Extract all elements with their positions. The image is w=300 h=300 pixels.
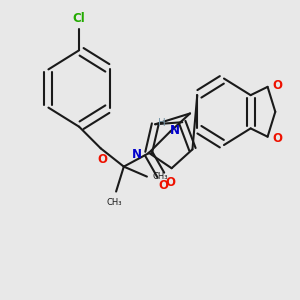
Text: Cl: Cl — [73, 12, 85, 25]
Text: N: N — [132, 148, 142, 161]
Text: CH₃: CH₃ — [152, 172, 168, 181]
Text: O: O — [158, 179, 168, 192]
Text: H: H — [158, 118, 166, 128]
Text: O: O — [97, 153, 107, 166]
Text: O: O — [272, 79, 282, 92]
Text: O: O — [272, 131, 282, 145]
Text: N: N — [170, 124, 180, 136]
Text: CH₃: CH₃ — [107, 197, 122, 206]
Text: O: O — [165, 176, 175, 188]
